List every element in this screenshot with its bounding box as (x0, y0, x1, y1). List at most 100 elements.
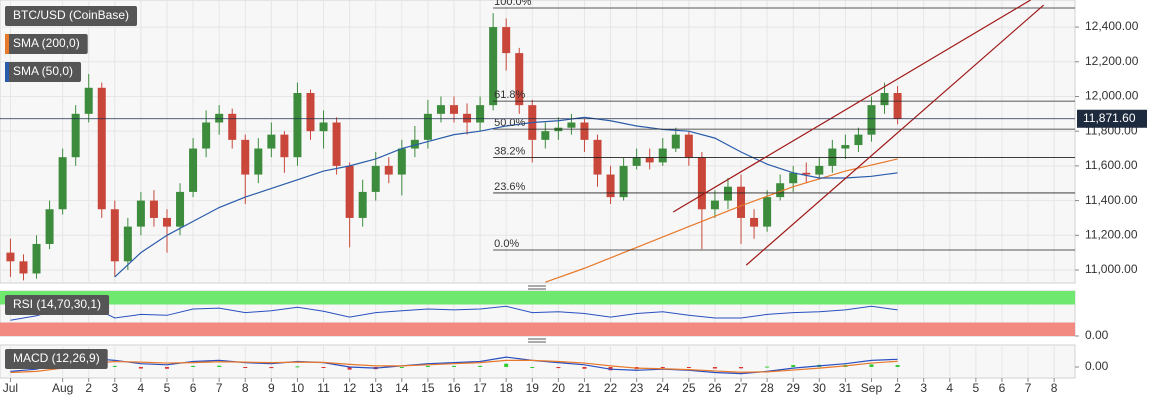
candle-body (489, 27, 498, 106)
label-box (5, 295, 110, 315)
plot-area (8, 356, 900, 375)
y-tick-label: 11,200.00 (1085, 227, 1138, 241)
histogram-bar (765, 366, 770, 368)
legend-label: SMA (200,0) (13, 36, 80, 50)
histogram-bar (582, 367, 587, 369)
y-tick-label: 12,200.00 (1085, 54, 1139, 68)
candle-body (436, 105, 445, 114)
candle-body (58, 157, 67, 210)
x-tick-label: 19 (526, 381, 540, 395)
histogram-bar (791, 365, 796, 367)
candle-body (632, 157, 641, 166)
y-tick-label: 11,400.00 (1085, 193, 1138, 207)
label-box (5, 62, 82, 82)
candle-body (202, 122, 211, 149)
series-line (10, 356, 898, 375)
x-tick-label: 23 (630, 381, 644, 395)
plot-area (6, 0, 1075, 283)
x-tick-label: 6 (999, 381, 1006, 395)
candle-body (410, 139, 419, 149)
fib-label: 50.0% (494, 117, 525, 129)
candle-body (867, 105, 876, 135)
x-tick-label: 2 (894, 381, 901, 395)
band (0, 291, 1075, 305)
candle-body (463, 113, 472, 123)
x-tick-label: 17 (473, 381, 487, 395)
x-tick-label: 27 (734, 381, 748, 395)
label-box (5, 349, 108, 369)
x-tick-label: 25 (682, 381, 696, 395)
x-tick-label: 18 (500, 381, 514, 395)
series-line (10, 359, 898, 374)
candle-body (358, 191, 367, 218)
x-tick-label: 7 (1025, 381, 1032, 395)
candle-body (241, 139, 250, 175)
candle-body (606, 174, 615, 198)
candle-body (45, 209, 54, 244)
candle-body (789, 172, 798, 184)
candle-body (32, 243, 41, 274)
candle-body (345, 165, 354, 218)
x-tick-label: 9 (268, 381, 275, 395)
x-tick-label: 22 (604, 381, 618, 395)
histogram-bar (112, 365, 117, 367)
trend-line (745, 4, 1045, 266)
series-line (114, 116, 898, 278)
candle-body (619, 165, 628, 198)
fib-label: 23.6% (494, 181, 525, 193)
x-tick-label: 3 (111, 381, 118, 395)
x-tick-label: 11 (317, 381, 330, 395)
histogram-bar (217, 365, 222, 367)
candle-body (645, 157, 654, 163)
x-tick-label: 31 (839, 381, 853, 395)
histogram-bar (530, 367, 535, 368)
x-tick-label: 4 (138, 381, 145, 395)
fib-label: 61.8% (494, 89, 525, 101)
candle-body (541, 131, 550, 140)
candle-body (71, 113, 80, 158)
y-tick-label: 12,000.00 (1085, 89, 1139, 103)
x-tick-label: 7 (216, 381, 223, 395)
candle-body (149, 200, 158, 218)
x-tick-label: 6 (190, 381, 197, 395)
y-tick-label: 11,000.00 (1085, 262, 1138, 276)
x-tick-label: 3 (920, 381, 927, 395)
x-tick-label: 21 (578, 381, 592, 395)
histogram-bar (399, 367, 404, 368)
histogram-bar (556, 367, 561, 369)
y-tick-label: 12,400.00 (1085, 19, 1139, 33)
candle-body (136, 200, 145, 227)
histogram-bar (452, 365, 457, 367)
candle-body (567, 122, 576, 128)
histogram-bar (269, 367, 274, 369)
candle-body (254, 148, 263, 175)
last-price-label: 11,871.60 (1083, 111, 1136, 125)
histogram-bar (347, 367, 352, 370)
candle-body (423, 113, 432, 140)
fib-label: 100.0% (494, 0, 532, 8)
candle-body (215, 113, 224, 123)
candle-body (280, 134, 289, 158)
histogram-bar (321, 367, 326, 368)
candle-body (763, 197, 772, 227)
candle-body (815, 165, 824, 175)
candle-body (684, 134, 693, 158)
histogram-bar (712, 367, 717, 369)
x-tick-label: Aug (52, 381, 73, 395)
histogram-bar (869, 364, 874, 367)
last-price-box (1077, 109, 1147, 128)
histogram-bar (425, 365, 430, 367)
y-tick-label: 0.00 (1085, 328, 1109, 342)
histogram-bar (660, 367, 665, 368)
band (0, 322, 1075, 336)
candle-body (580, 122, 589, 140)
candle-body (6, 252, 15, 262)
candle-body (306, 93, 315, 132)
candle-body (476, 105, 485, 123)
legend-swatch (5, 62, 9, 82)
histogram-bar (164, 367, 169, 369)
x-tick-label: Sep (861, 381, 883, 395)
x-tick-label: 8 (1051, 381, 1058, 395)
candle-body (397, 148, 406, 175)
